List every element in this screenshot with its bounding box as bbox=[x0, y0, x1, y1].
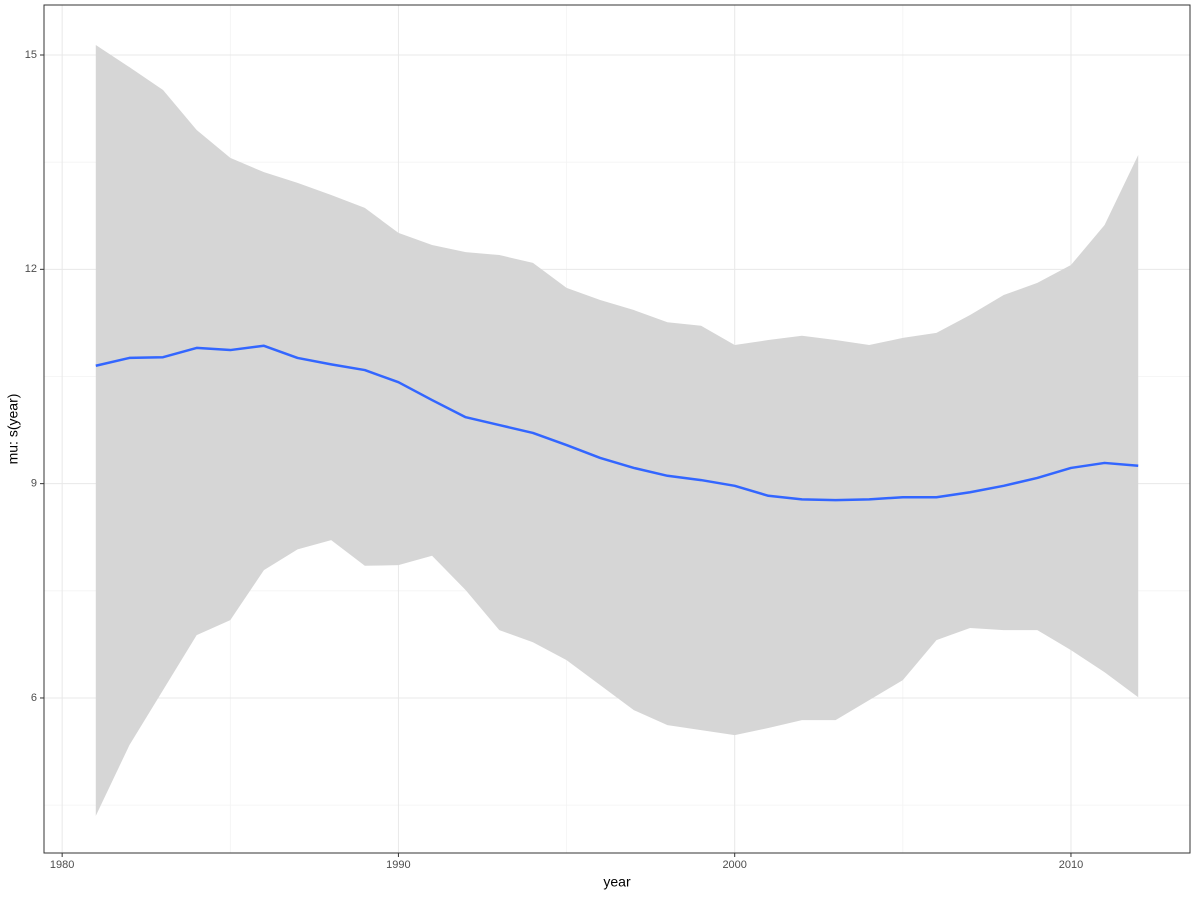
confidence-ribbon bbox=[95, 45, 1139, 816]
y-tick-label: 6 bbox=[31, 692, 37, 704]
x-tick-label: 1980 bbox=[50, 859, 74, 871]
x-tick-label: 1990 bbox=[386, 859, 410, 871]
x-tick-label: 2010 bbox=[1059, 859, 1083, 871]
y-tick-label: 12 bbox=[25, 263, 37, 275]
y-axis-title: mu: s(year) bbox=[5, 394, 21, 465]
x-axis-title: year bbox=[603, 874, 631, 890]
y-tick-label: 9 bbox=[31, 478, 37, 490]
y-tick-label: 15 bbox=[25, 49, 37, 61]
x-tick-label: 2000 bbox=[722, 859, 746, 871]
panel-border bbox=[43, 4, 1191, 854]
smooth-line bbox=[95, 344, 1139, 502]
